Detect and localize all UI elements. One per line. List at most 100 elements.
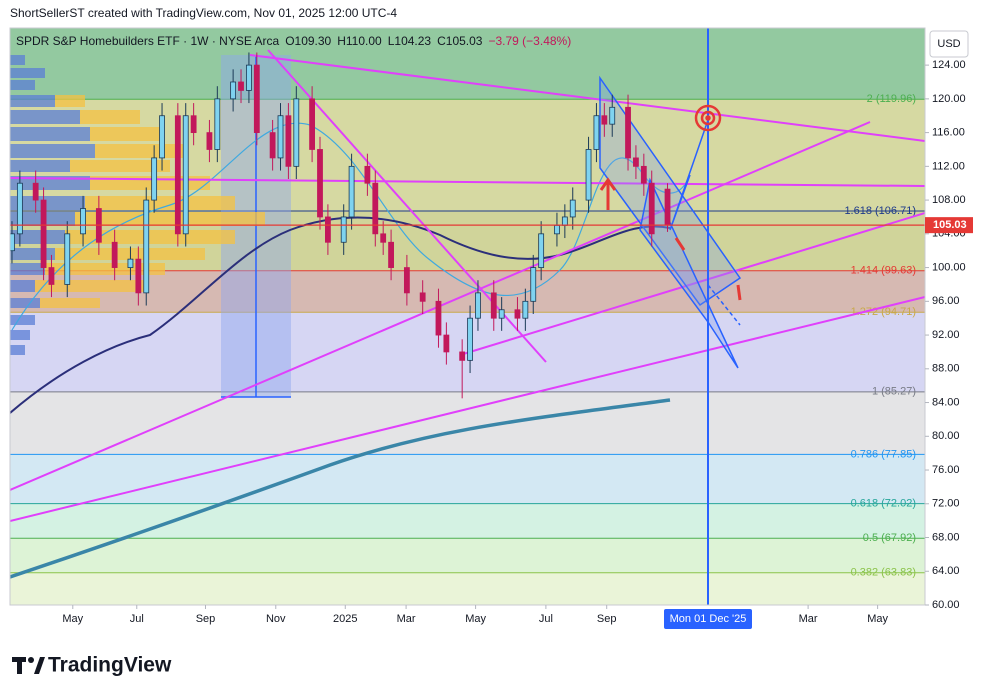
crosshair-label: Mon 01 Dec '25 <box>670 613 747 625</box>
candle-body <box>151 157 158 201</box>
crosshair-box <box>664 609 752 629</box>
candle-body <box>269 132 276 159</box>
candle-body <box>554 224 560 235</box>
candle-body <box>435 300 442 336</box>
candle-body <box>246 64 252 91</box>
fib-label: 1 (85.27) <box>872 386 916 398</box>
y-tick-label: 124.00 <box>932 59 966 71</box>
candle-body <box>459 351 466 361</box>
candle-body <box>135 258 142 294</box>
candle-body <box>443 334 450 353</box>
legend-symbol: SPDR S&P Homebuilders ETF · 1W · NYSE Ar… <box>16 34 280 48</box>
x-tick-label: May <box>62 613 83 625</box>
legend-low: L104.23 <box>388 34 432 48</box>
fib-band <box>10 572 925 605</box>
candle-body <box>182 115 189 235</box>
candle-body <box>364 165 371 184</box>
candle-body <box>111 241 118 268</box>
fib-bands: 2 (119.96) 1.618 (106.71) 1.414 (99.63) 1.2… <box>10 28 925 605</box>
candle-body <box>206 132 213 150</box>
candle-body <box>609 106 616 125</box>
x-tick-label: Sep <box>597 613 617 625</box>
currency[interactable]: USD <box>937 38 960 50</box>
x-tick-label: May <box>465 613 486 625</box>
candle-body <box>475 292 481 319</box>
candle-body <box>10 233 15 252</box>
candle-body <box>664 188 671 226</box>
candle-body <box>127 258 134 268</box>
candle-body <box>253 64 260 134</box>
fib-label: 1.618 (106.71) <box>844 205 916 217</box>
candle-body <box>530 267 537 302</box>
candle-body <box>285 115 292 167</box>
fib-label: 0.382 (63.83) <box>851 567 916 579</box>
fib-label: 0.786 (77.85) <box>851 448 916 460</box>
candle-body <box>388 241 394 268</box>
candle-body <box>277 115 284 159</box>
y-tick-label: 60.00 <box>932 599 960 611</box>
y-tick-label: 64.00 <box>932 565 960 577</box>
candle-body <box>601 115 608 125</box>
candle-body <box>593 115 600 150</box>
candle-body <box>40 199 47 268</box>
candle-body <box>309 98 316 150</box>
last-price-label: 105.03 <box>933 219 967 231</box>
candle-body <box>498 309 505 319</box>
candle-body <box>538 233 545 268</box>
target <box>694 104 722 132</box>
candle-body <box>143 199 150 294</box>
y-tick-label: 84.00 <box>932 396 960 408</box>
fib-band <box>10 28 925 100</box>
x-tick-label: Nov <box>266 613 286 625</box>
candle-body <box>32 182 39 201</box>
candle-body <box>174 115 181 235</box>
candle-body <box>64 233 71 285</box>
candle-body <box>648 182 655 235</box>
x-tick-label: Mar <box>799 613 818 625</box>
y-tick-label: 68.00 <box>932 531 960 543</box>
candle-body <box>490 292 497 319</box>
y-tick-label: 96.00 <box>932 295 960 307</box>
x-tick-label: Mar <box>397 613 416 625</box>
x-tick-label: May <box>867 613 888 625</box>
fib-label: 1.414 (99.63) <box>851 265 916 277</box>
credit: ShortSellerST created with TradingView.c… <box>10 6 397 20</box>
candle-body <box>340 216 347 243</box>
candle-body <box>16 182 23 235</box>
y-tick-label: 80.00 <box>932 430 960 442</box>
candle-body <box>585 149 592 201</box>
y-tick-label: 116.00 <box>932 127 965 139</box>
fib-label: 0.618 (72.02) <box>851 498 916 510</box>
brand: TradingView <box>48 654 172 677</box>
brand-logo <box>12 657 45 674</box>
y-tick-label: 120.00 <box>932 93 966 105</box>
legend-change: −3.79 (−3.48%) <box>488 34 571 48</box>
x-tick-label: Jul <box>130 613 144 625</box>
plot-frame <box>9 27 926 606</box>
y-tick-label: 100.00 <box>932 261 966 273</box>
candle-body <box>159 115 165 159</box>
candle-body <box>293 98 300 167</box>
fib-band <box>10 454 925 504</box>
candle-body <box>403 267 410 294</box>
fib-band <box>10 503 925 539</box>
fib-band <box>10 538 925 573</box>
x-tick-label: 2025 <box>333 613 357 625</box>
currency-button[interactable] <box>929 30 969 58</box>
candles <box>10 52 925 399</box>
legend-high: H110.00 <box>337 34 382 48</box>
y-tick-label: 112.00 <box>932 160 965 172</box>
candle-body <box>633 157 639 167</box>
candle-body <box>214 98 221 150</box>
y-tick-label: 76.00 <box>932 464 960 476</box>
candle-body <box>561 216 568 226</box>
moving-average <box>10 398 671 579</box>
candle-body <box>348 165 355 218</box>
x-tick-label: Sep <box>196 613 216 625</box>
y-tick-label: 72.00 <box>932 498 960 510</box>
candle-body <box>625 106 631 159</box>
fib-band <box>10 270 925 313</box>
legend-close: C105.03 <box>437 34 483 48</box>
y-tick-label: 92.00 <box>932 329 960 341</box>
